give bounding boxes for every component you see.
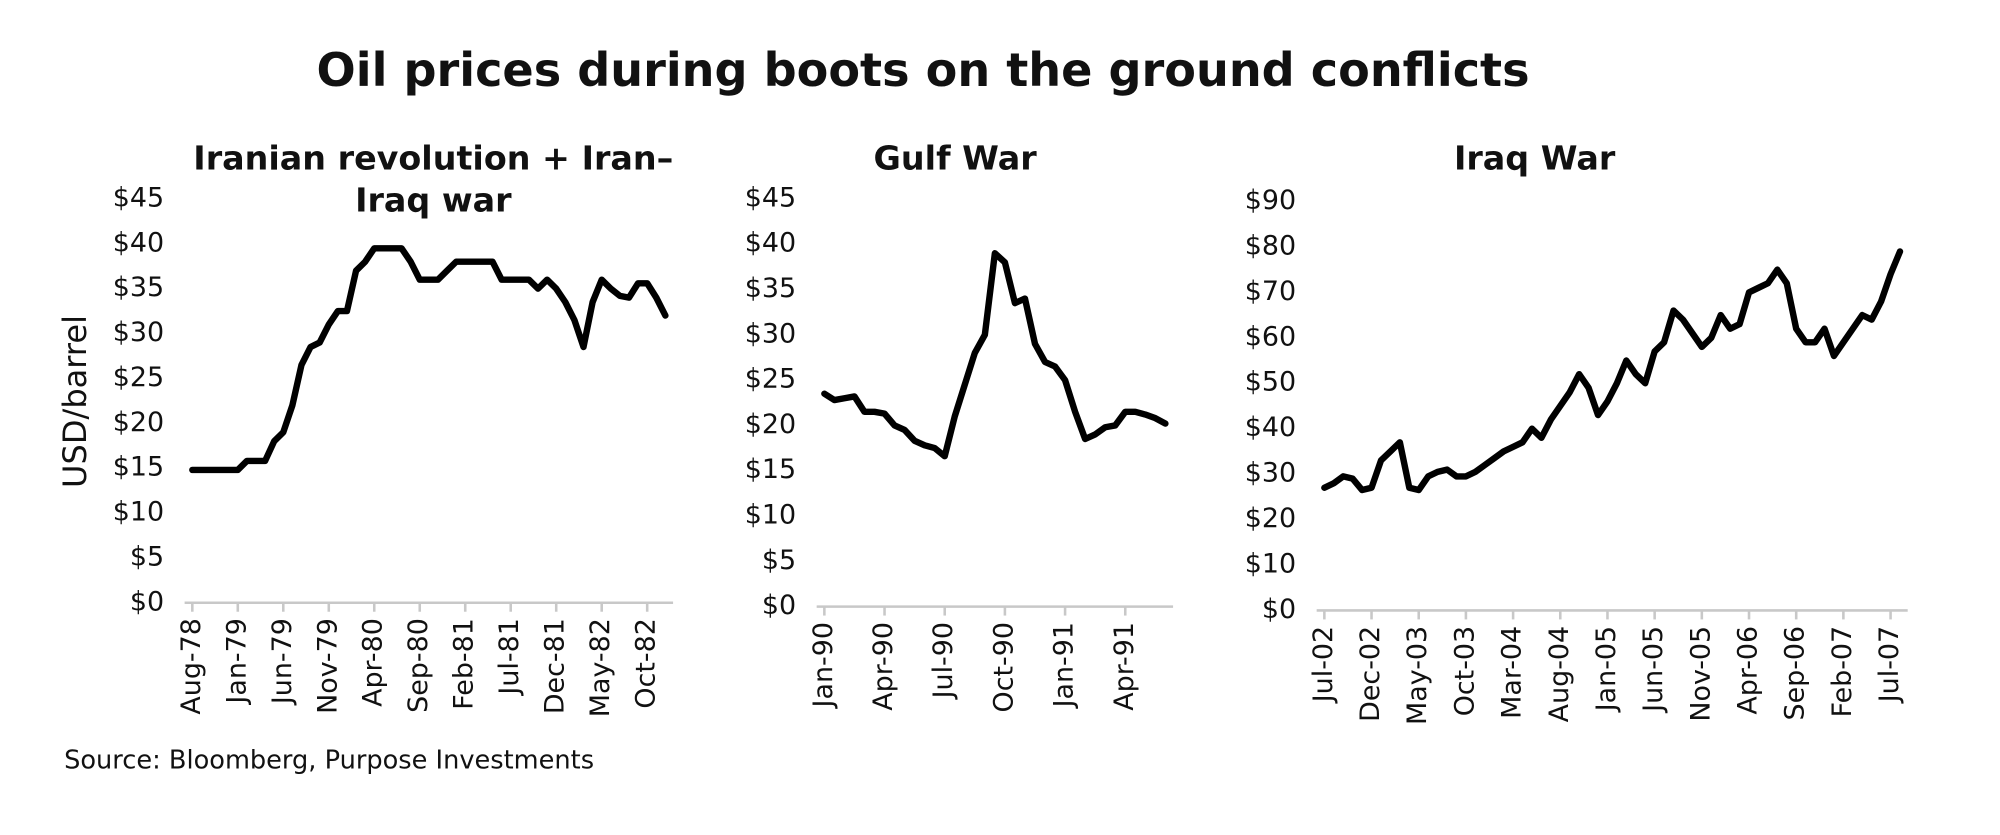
x-tick-label: Jun-05 [1638,626,1669,714]
x-tick-label: Aug-78 [176,618,207,714]
y-tick-label: $30 [1245,458,1296,489]
subplot-title-box: Iraq War [1453,139,1616,179]
y-tick-label: $20 [113,407,164,438]
y-tick-label: $20 [1245,503,1296,534]
y-tick-label: $70 [1245,276,1296,307]
y-tick-label: $30 [113,317,164,348]
x-tick-label: Jan-05 [1591,626,1622,713]
subplot-title-box: Gulf War [873,139,1037,179]
x-tick-label: Jul-90 [928,622,959,700]
y-tick-label: $45 [113,182,164,213]
y-axis-label: USD/barrel [56,315,94,488]
subplot-title: Iranian revolution + Iran–Iraq war [193,139,674,221]
x-tick-label: Oct-90 [988,622,1019,712]
y-tick-label: $40 [745,228,796,259]
x-tick-label: Feb-81 [449,618,480,710]
source-note: Source: Bloomberg, Purpose Investments [64,746,594,776]
x-tick-label: Mar-04 [1497,626,1528,719]
y-tick-label: $40 [1245,412,1296,443]
y-tick-label: $5 [130,541,164,572]
y-tick-label: $25 [113,362,164,393]
price-line [1321,248,1904,494]
y-tick-label: $45 [745,182,796,213]
y-tick-label: $80 [1245,230,1296,261]
y-tick-label: $10 [113,497,164,528]
x-tick-label: Jan-90 [808,622,839,709]
y-tick-label: $50 [1245,367,1296,398]
x-tick-label: May-03 [1402,626,1433,725]
x-tick-label: Oct-82 [631,618,662,708]
x-tick-label: Dec-81 [540,618,571,714]
x-tick-label: Oct-03 [1449,626,1480,716]
x-tick-label: Jun-79 [267,618,298,706]
y-tick-label: $10 [1245,549,1296,580]
y-tick-label: $5 [762,545,796,576]
x-tick-label: Sep-06 [1780,626,1811,721]
y-tick-label: $0 [130,586,164,617]
x-tick-label: Dec-02 [1355,626,1386,722]
y-tick-label: $0 [1262,594,1296,625]
y-tick-label: $90 [1245,185,1296,216]
x-tick-label: Apr-80 [358,618,389,707]
y-tick-label: $60 [1245,321,1296,352]
x-tick-label: Jul-07 [1874,626,1905,704]
y-tick-label: $25 [745,364,796,395]
x-tick-label: May-82 [585,618,616,717]
price-line [821,250,1169,460]
chart-title: Oil prices during boots on the ground co… [317,43,1530,97]
subplot-title: Iraq War [1453,139,1616,179]
x-tick-label: Jul-81 [494,618,525,696]
x-tick-label: Nov-79 [312,618,343,714]
x-tick-label: Aug-04 [1544,626,1575,722]
x-tick-label: Sep-80 [403,618,434,713]
y-tick-label: $15 [745,454,796,485]
y-tick-label: $35 [745,273,796,304]
y-tick-label: $20 [745,409,796,440]
y-tick-label: $10 [745,500,796,531]
subplot-title-box: Iranian revolution + Iran–Iraq war [193,139,674,221]
y-tick-label: $0 [762,590,796,621]
price-line [189,245,669,474]
y-tick-label: $15 [113,452,164,483]
subplot-title: Gulf War [873,139,1037,179]
x-tick-label: Jan-91 [1049,622,1080,709]
x-tick-label: Nov-05 [1685,626,1716,722]
x-tick-label: Apr-90 [868,622,899,711]
x-tick-label: Apr-06 [1733,626,1764,715]
y-tick-label: $30 [745,318,796,349]
x-tick-label: Feb-07 [1827,626,1858,718]
y-tick-label: $35 [113,272,164,303]
y-tick-label: $40 [113,227,164,258]
x-tick-label: Jul-02 [1308,626,1339,704]
x-tick-label: Jan-79 [221,618,252,705]
x-tick-label: Apr-91 [1109,622,1140,711]
